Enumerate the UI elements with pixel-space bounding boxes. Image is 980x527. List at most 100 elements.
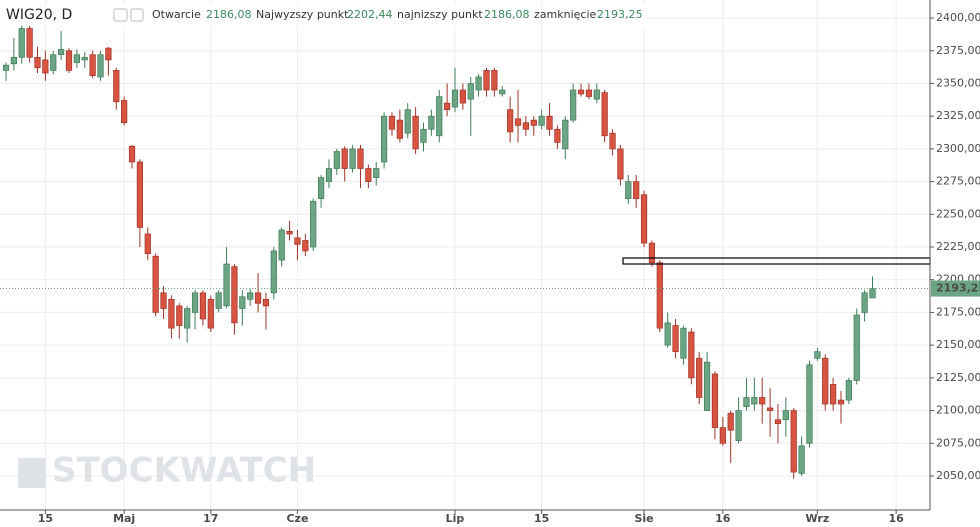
candle-body — [436, 96, 443, 137]
x-tick-label: 17 — [203, 512, 218, 525]
candle-body — [640, 194, 648, 244]
y-tick-label: 2175,00 — [936, 305, 980, 318]
candle-body — [680, 327, 687, 359]
low-value: 2186,08 — [484, 8, 530, 21]
candle-body — [475, 76, 482, 91]
candle-body — [121, 100, 128, 124]
candle-body — [766, 407, 774, 411]
candle-body — [814, 351, 821, 359]
candle-body — [239, 296, 246, 309]
y-tick-label: 2125,00 — [936, 371, 980, 384]
candle-body — [357, 148, 364, 169]
candle-body — [2, 64, 10, 71]
high-label: Najwyzszy punkt — [256, 8, 349, 21]
candle-body — [254, 292, 262, 304]
candle-body — [373, 168, 380, 179]
x-tick-label: 16 — [715, 512, 731, 525]
candle-body — [483, 70, 490, 91]
y-tick-label: 2100,00 — [936, 404, 980, 417]
candle-body — [65, 50, 73, 71]
candle-body — [499, 89, 506, 95]
x-tick-label: Lip — [446, 512, 465, 525]
candle-body — [467, 83, 474, 100]
candle-body — [184, 308, 191, 329]
candle-body — [633, 181, 640, 199]
candle-body — [845, 380, 852, 401]
candle-body — [507, 109, 514, 133]
candle-body — [696, 357, 703, 398]
y-tick-label: 2250,00 — [936, 207, 980, 220]
candle-body — [711, 373, 719, 428]
candle-body — [703, 361, 711, 411]
candle-body — [113, 70, 120, 103]
x-tick-label: 15 — [38, 512, 53, 525]
candle-body — [609, 132, 616, 150]
candle-body — [302, 240, 309, 252]
y-tick-label: 2050,00 — [936, 469, 980, 482]
candle-body — [42, 59, 49, 74]
candle-body — [790, 410, 797, 473]
candle-body — [735, 410, 742, 442]
candle-body — [648, 242, 656, 264]
candle-body — [81, 56, 88, 61]
candle-body — [215, 292, 222, 309]
candle-body — [444, 102, 451, 110]
candle-body — [380, 115, 388, 163]
open-label: Otwarcie — [152, 8, 201, 21]
candle-body — [317, 177, 325, 199]
candle-body — [546, 115, 553, 130]
candle-body — [270, 250, 277, 294]
eye-icon[interactable] — [113, 8, 128, 22]
candle-body — [207, 299, 214, 329]
candle-body — [247, 292, 254, 300]
candle-body — [830, 384, 837, 405]
last-price-label: 2193,25 — [936, 282, 980, 295]
candle-body — [672, 325, 679, 353]
candle-body — [294, 237, 301, 245]
candle-body — [774, 419, 782, 424]
candle-body — [570, 89, 577, 121]
candle-body — [278, 229, 285, 261]
candle-body — [10, 56, 17, 65]
candle-body — [325, 168, 333, 182]
candle-body — [593, 89, 600, 100]
candle-body — [530, 119, 537, 126]
y-tick-label: 2300,00 — [936, 142, 980, 155]
x-tick-label: 15 — [534, 512, 549, 525]
candle-body — [459, 89, 466, 104]
candle-body — [388, 115, 396, 130]
candle-body — [743, 397, 750, 407]
candle-body — [719, 427, 726, 444]
candle-body — [656, 262, 663, 329]
settings-icon[interactable] — [130, 8, 144, 22]
candle-body — [585, 89, 593, 97]
candle-body — [58, 49, 65, 56]
y-tick-label: 2075,00 — [936, 436, 980, 449]
close-value: 2193,25 — [597, 8, 643, 21]
candle-body — [798, 445, 805, 474]
candle-body — [18, 28, 25, 58]
candle-body — [688, 331, 695, 379]
close-label: zamknięcie — [534, 8, 596, 21]
candle-body — [168, 299, 175, 329]
candle-body — [152, 255, 159, 313]
candle-body — [562, 119, 569, 150]
candle-body — [333, 151, 340, 169]
candle-body — [26, 28, 33, 58]
y-tick-label: 2375,00 — [936, 44, 980, 57]
candle-body — [89, 54, 96, 76]
candle-body — [577, 89, 585, 95]
candle-body — [105, 47, 112, 61]
candle-body — [136, 161, 144, 228]
candle-body — [601, 92, 608, 137]
candle-body — [34, 56, 41, 69]
candle-body — [869, 288, 876, 299]
candle-body — [751, 397, 758, 405]
candle-body — [262, 299, 270, 307]
candle-body — [759, 397, 766, 405]
candle-body — [514, 118, 522, 126]
candle-body — [97, 54, 104, 78]
watermark: STOCKWATCH — [52, 451, 316, 491]
candle-body — [782, 410, 789, 421]
